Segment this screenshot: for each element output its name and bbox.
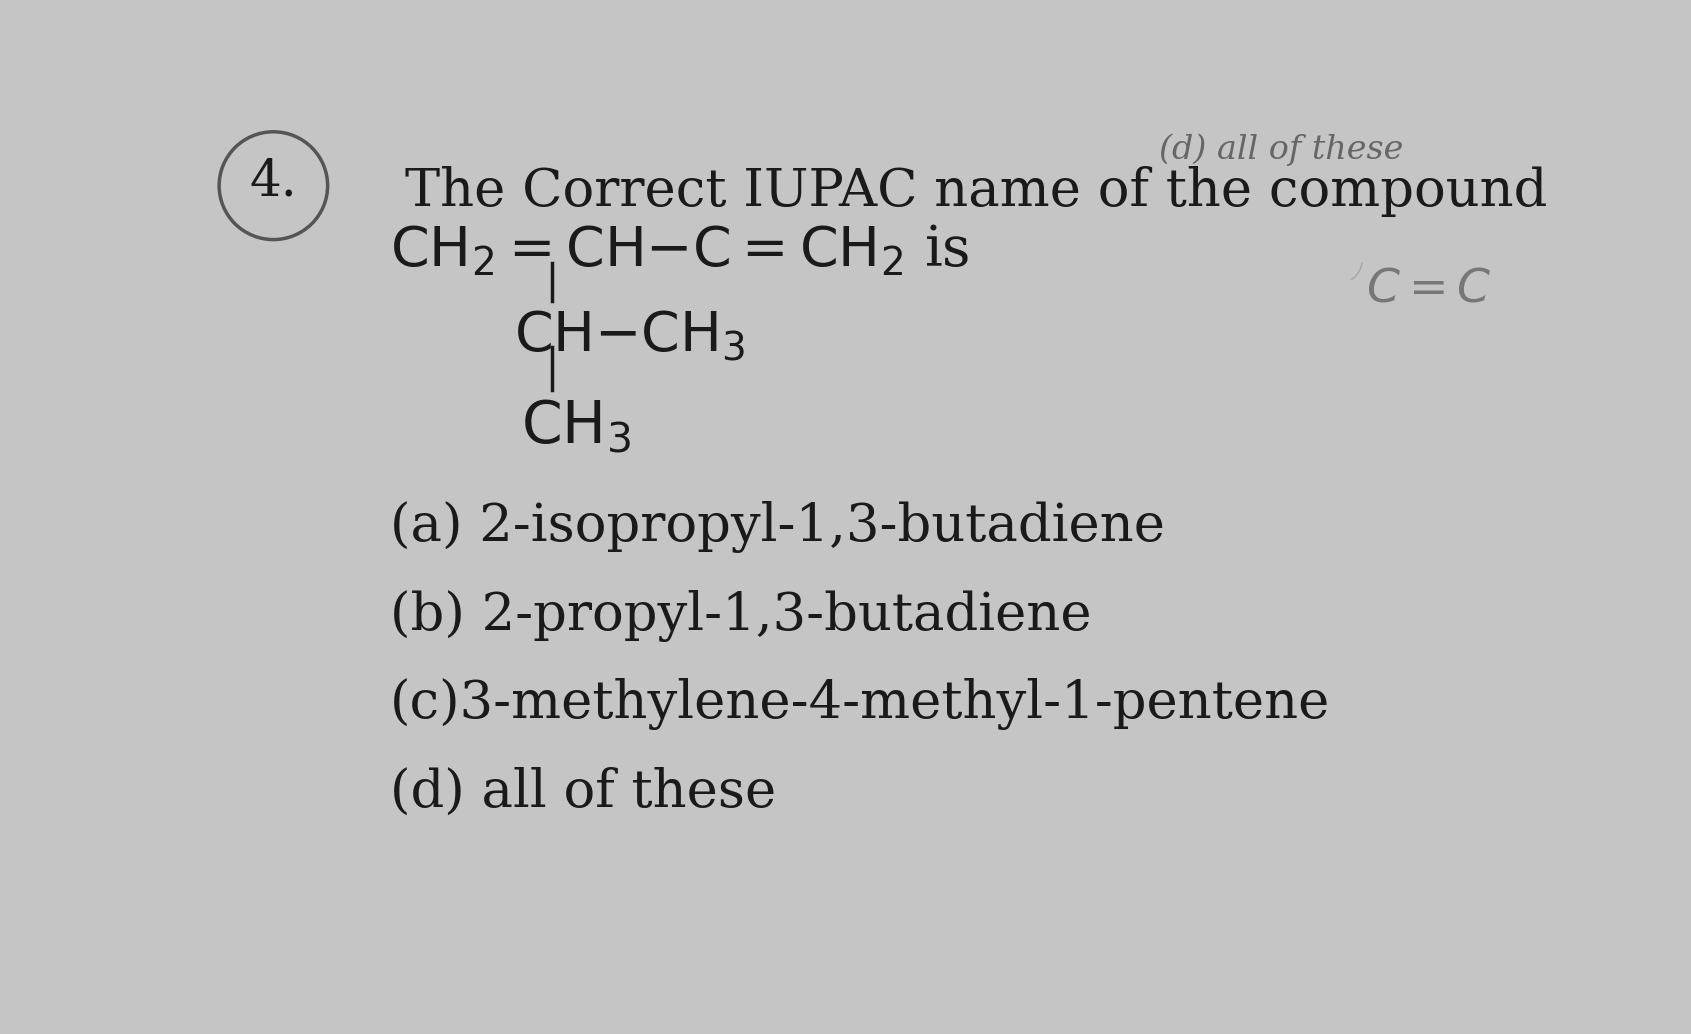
Text: (b) 2-propyl-1,3-butadiene: (b) 2-propyl-1,3-butadiene	[389, 590, 1091, 642]
Text: The Correct IUPAC name of the compound: The Correct IUPAC name of the compound	[406, 166, 1547, 217]
Text: $\mathsf{CH_2{=}CH{-}C{=}CH_2}$ is: $\mathsf{CH_2{=}CH{-}C{=}CH_2}$ is	[389, 222, 969, 278]
Text: (a) 2-isopropyl-1,3-butadiene: (a) 2-isopropyl-1,3-butadiene	[389, 501, 1165, 553]
Text: $\mathsf{CH_3}$: $\mathsf{CH_3}$	[521, 397, 631, 455]
Text: 4.: 4.	[250, 157, 298, 207]
Text: (c)3-methylene-4-methyl-1-pentene: (c)3-methylene-4-methyl-1-pentene	[389, 678, 1331, 730]
Text: $\mathit{C{=}C}$: $\mathit{C{=}C}$	[1366, 267, 1491, 312]
Text: (d) all of these: (d) all of these	[1158, 133, 1404, 166]
Text: (d) all of these: (d) all of these	[389, 767, 776, 818]
Text: $\mathsf{CH{-}CH_3}$: $\mathsf{CH{-}CH_3}$	[514, 309, 746, 364]
